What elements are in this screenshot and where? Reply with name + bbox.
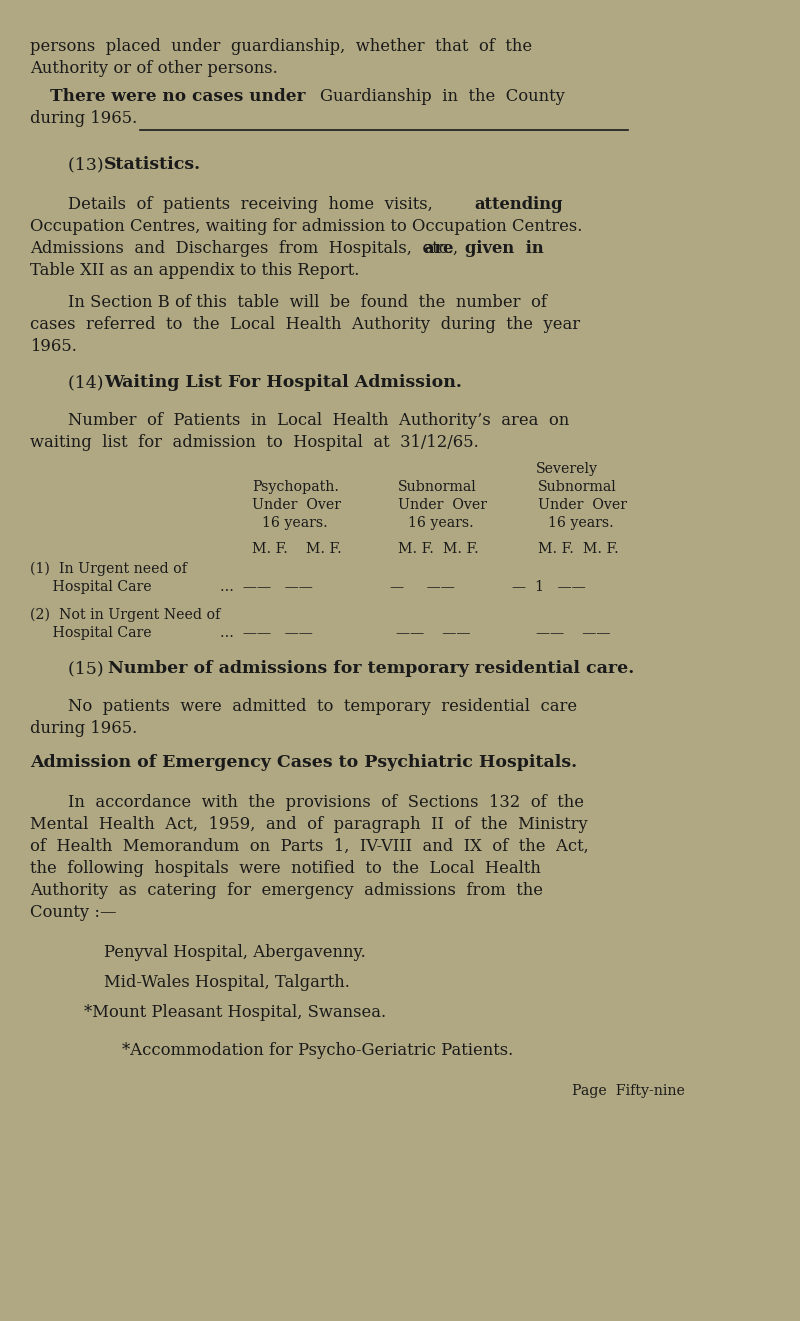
- Text: (2)  Not in Urgent Need of: (2) Not in Urgent Need of: [30, 608, 220, 622]
- Text: Hospital Care: Hospital Care: [30, 626, 152, 639]
- Text: are  given  in: are given in: [424, 240, 544, 258]
- Text: Subnormal: Subnormal: [538, 480, 617, 494]
- Text: Page  Fifty-nine: Page Fifty-nine: [572, 1085, 685, 1098]
- Text: 16 years.: 16 years.: [408, 517, 474, 530]
- Text: No  patients  were  admitted  to  temporary  residential  care: No patients were admitted to temporary r…: [68, 697, 577, 715]
- Text: M. F.    M. F.: M. F. M. F.: [252, 542, 342, 556]
- Text: In Section B of this  table  will  be  found  the  number  of: In Section B of this table will be found…: [68, 295, 547, 310]
- Text: Number of admissions for temporary residential care.: Number of admissions for temporary resid…: [108, 660, 634, 676]
- Text: ...  ——   ——: ... —— ——: [220, 626, 313, 639]
- Text: ...  ——   ——: ... —— ——: [220, 580, 313, 594]
- Text: (15): (15): [68, 660, 109, 676]
- Text: the  following  hospitals  were  notified  to  the  Local  Health: the following hospitals were notified to…: [30, 860, 541, 877]
- Text: 16 years.: 16 years.: [548, 517, 614, 530]
- Text: attending: attending: [474, 196, 562, 213]
- Text: Penyval Hospital, Abergavenny.: Penyval Hospital, Abergavenny.: [104, 945, 366, 960]
- Text: M. F.  M. F.: M. F. M. F.: [398, 542, 478, 556]
- Text: Under  Over: Under Over: [398, 498, 487, 513]
- Text: Psychopath.: Psychopath.: [252, 480, 339, 494]
- Text: Subnormal: Subnormal: [398, 480, 477, 494]
- Text: 1965.: 1965.: [30, 338, 77, 355]
- Text: County :—: County :—: [30, 904, 117, 921]
- Text: (1)  In Urgent need of: (1) In Urgent need of: [30, 561, 187, 576]
- Text: Admissions  and  Discharges  from  Hospitals,  etc.,: Admissions and Discharges from Hospitals…: [30, 240, 469, 258]
- Text: Mental  Health  Act,  1959,  and  of  paragraph  II  of  the  Ministry: Mental Health Act, 1959, and of paragrap…: [30, 816, 588, 834]
- Text: There were no cases under: There were no cases under: [50, 89, 306, 104]
- Text: Admission of Emergency Cases to Psychiatric Hospitals.: Admission of Emergency Cases to Psychiat…: [30, 754, 577, 771]
- Text: Mid-Wales Hospital, Talgarth.: Mid-Wales Hospital, Talgarth.: [104, 974, 350, 991]
- Text: ——    ——: —— ——: [536, 626, 610, 639]
- Text: (13): (13): [68, 156, 109, 173]
- Text: during 1965.: during 1965.: [30, 110, 138, 127]
- Text: Details  of  patients  receiving  home  visits,: Details of patients receiving home visit…: [68, 196, 443, 213]
- Text: Table XII as an appendix to this Report.: Table XII as an appendix to this Report.: [30, 262, 359, 279]
- Text: —  1   ——: — 1 ——: [512, 580, 586, 594]
- Text: Authority or of other persons.: Authority or of other persons.: [30, 59, 278, 77]
- Text: —     ——: — ——: [390, 580, 455, 594]
- Text: Authority  as  catering  for  emergency  admissions  from  the: Authority as catering for emergency admi…: [30, 882, 543, 900]
- Text: M. F.  M. F.: M. F. M. F.: [538, 542, 618, 556]
- Text: persons  placed  under  guardianship,  whether  that  of  the: persons placed under guardianship, wheth…: [30, 38, 532, 55]
- Text: Number  of  Patients  in  Local  Health  Authority’s  area  on: Number of Patients in Local Health Autho…: [68, 412, 570, 429]
- Text: Occupation Centres, waiting for admission to Occupation Centres.: Occupation Centres, waiting for admissio…: [30, 218, 582, 235]
- Text: cases  referred  to  the  Local  Health  Authority  during  the  year: cases referred to the Local Health Autho…: [30, 316, 580, 333]
- Text: *Mount Pleasant Hospital, Swansea.: *Mount Pleasant Hospital, Swansea.: [84, 1004, 386, 1021]
- Text: ——    ——: —— ——: [396, 626, 470, 639]
- Text: Under  Over: Under Over: [538, 498, 627, 513]
- Text: *Accommodation for Psycho-Geriatric Patients.: *Accommodation for Psycho-Geriatric Pati…: [122, 1042, 514, 1059]
- Text: Waiting List For Hospital Admission.: Waiting List For Hospital Admission.: [104, 374, 462, 391]
- Text: of  Health  Memorandum  on  Parts  1,  IV-VIII  and  IX  of  the  Act,: of Health Memorandum on Parts 1, IV-VIII…: [30, 838, 589, 855]
- Text: waiting  list  for  admission  to  Hospital  at  31/12/65.: waiting list for admission to Hospital a…: [30, 435, 478, 450]
- Text: Guardianship  in  the  County: Guardianship in the County: [320, 89, 565, 104]
- Text: Severely: Severely: [536, 462, 598, 476]
- Text: during 1965.: during 1965.: [30, 720, 138, 737]
- Text: In  accordance  with  the  provisions  of  Sections  132  of  the: In accordance with the provisions of Sec…: [68, 794, 584, 811]
- Text: Under  Over: Under Over: [252, 498, 341, 513]
- Text: 16 years.: 16 years.: [262, 517, 328, 530]
- Text: (14): (14): [68, 374, 109, 391]
- Text: Statistics.: Statistics.: [104, 156, 201, 173]
- Text: Hospital Care: Hospital Care: [30, 580, 152, 594]
